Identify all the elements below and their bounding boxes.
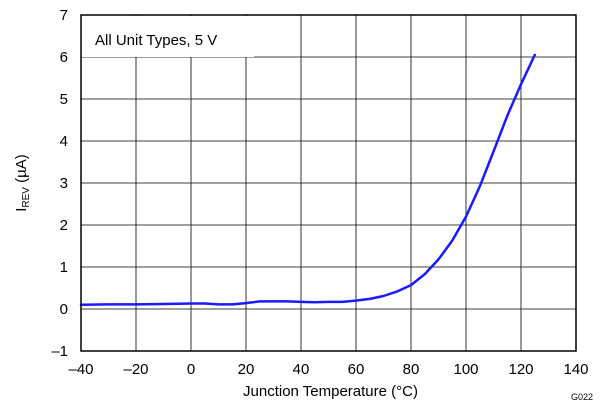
y-axis-label-subscript: REV <box>21 187 32 208</box>
series-line <box>79 53 537 307</box>
y-axis-label-unit: (µA) <box>13 154 30 187</box>
x-tick-label: 60 <box>348 361 365 378</box>
x-tick-label: 0 <box>187 361 195 378</box>
annotation-box: All Unit Types, 5 V <box>82 16 254 57</box>
y-tick-label: –1 <box>51 343 68 360</box>
grid-lines <box>81 15 576 351</box>
x-tick-label: –20 <box>123 361 148 378</box>
x-tick-label: 100 <box>453 361 478 378</box>
plot-frame <box>80 14 577 352</box>
y-tick-label: 4 <box>60 133 68 150</box>
y-axis-label: IREV (µA) <box>13 154 32 212</box>
figure-id: G022 <box>571 392 593 402</box>
x-axis-label: Junction Temperature (°C) <box>243 383 418 400</box>
y-tick-label: 6 <box>60 49 68 66</box>
x-tick-label: 40 <box>293 361 310 378</box>
x-tick-label: 20 <box>238 361 255 378</box>
y-tick-label: 7 <box>60 7 68 24</box>
x-tick-label: 120 <box>508 361 533 378</box>
x-tick-label: –40 <box>68 361 93 378</box>
y-axis-label-main: I <box>13 208 30 212</box>
y-tick-label: 3 <box>60 175 68 192</box>
y-tick-labels: –1 0 1 2 3 4 5 6 7 <box>51 7 68 360</box>
y-tick-label: 0 <box>60 301 68 318</box>
y-tick-label: 1 <box>60 259 68 276</box>
annotation-text: All Unit Types, 5 V <box>95 32 217 49</box>
x-tick-label: 140 <box>563 361 588 378</box>
x-tick-label: 80 <box>403 361 420 378</box>
y-tick-label: 2 <box>60 217 68 234</box>
x-tick-labels: –40 –20 0 20 40 60 80 100 120 140 <box>68 361 588 378</box>
y-tick-label: 5 <box>60 91 68 108</box>
